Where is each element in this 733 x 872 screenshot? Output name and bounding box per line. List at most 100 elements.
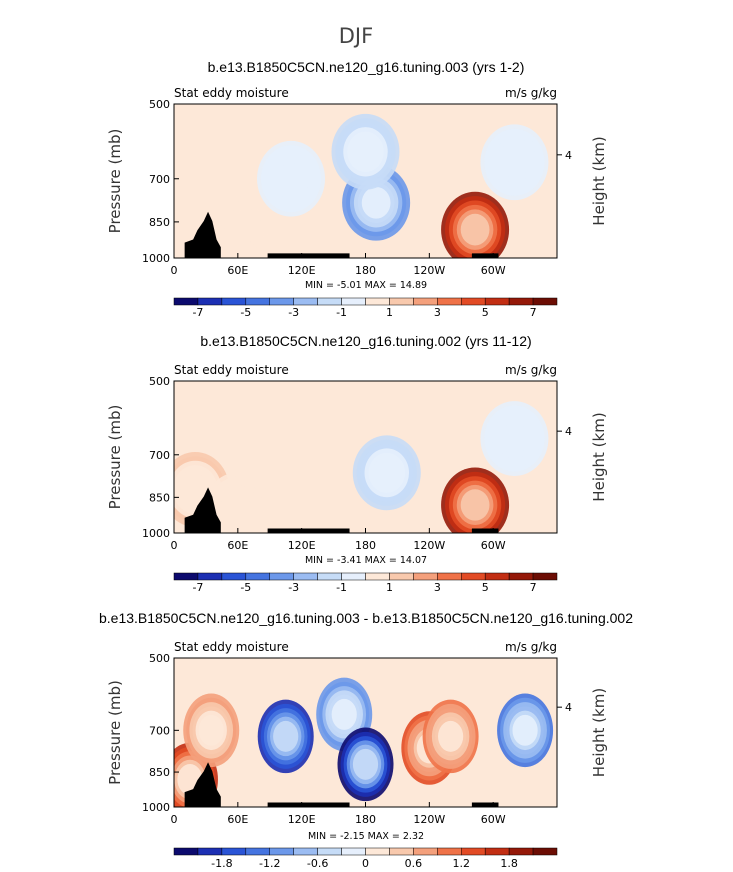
chart-title: b.e13.B1850C5CN.ne120_g16.tuning.003 - b… [99, 610, 633, 626]
x-tick-label: 0 [171, 813, 178, 826]
colorbar-box [341, 847, 366, 856]
colorbar-box [365, 847, 390, 856]
x-tick-label: 120W [413, 813, 445, 826]
colorbar-tick-label: 0.6 [405, 857, 423, 870]
y-axis-label-right: Height (km) [590, 136, 608, 225]
colorbar-tick-label: 1.2 [453, 857, 471, 870]
contour-7-5 [512, 714, 538, 746]
y-axis-label-right: Height (km) [590, 412, 608, 501]
colorbar-tick-label: 1 [386, 306, 393, 319]
colorbar-box [221, 297, 247, 306]
colorbar-tick-label: -1.8 [211, 857, 232, 870]
x-tick-label: 60E [227, 813, 248, 826]
colorbar-tick-label: 7 [530, 581, 537, 594]
colorbar-box [365, 297, 390, 306]
colorbar-box [269, 847, 294, 856]
min-max-label: MIN = -5.01 MAX = 14.89 [305, 280, 427, 291]
colorbar-box [532, 297, 558, 306]
left-label: Stat eddy moisture [174, 86, 289, 100]
colorbar-box [173, 297, 199, 306]
colorbar-box [245, 572, 270, 581]
min-max-label: MIN = -3.41 MAX = 14.07 [305, 555, 427, 566]
colorbar-box [197, 297, 223, 306]
colorbar-box [437, 572, 462, 581]
colorbar-tick-label: -7 [192, 581, 203, 594]
y-tick-label: 850 [149, 216, 170, 229]
y-tick-label: 700 [149, 449, 170, 462]
colorbar-tick-label: -1.2 [259, 857, 280, 870]
colorbar-tick-label: -3 [288, 306, 299, 319]
colorbar-box [508, 572, 534, 581]
chart-panel-3: b.e13.B1850C5CN.ne120_g16.tuning.003 - b… [99, 610, 633, 870]
topography-mask-2 [471, 528, 499, 533]
colorbar-tick-label: 3 [434, 306, 441, 319]
y-tick-label: 500 [149, 98, 170, 111]
colorbar-tick-label: -5 [240, 306, 251, 319]
colorbar-tick-label: -7 [192, 306, 203, 319]
x-tick-label: 60W [481, 539, 506, 552]
contour-6-5 [500, 146, 529, 179]
y-axis-label-right: Height (km) [590, 688, 608, 777]
y-tick-label: 1000 [142, 252, 170, 265]
colorbar-box [293, 847, 318, 856]
colorbar-tick-label: -5 [240, 581, 251, 594]
x-tick-label: 120W [413, 264, 445, 277]
x-tick-label: 180 [355, 264, 376, 277]
colorbar-tick-label: -3 [288, 581, 299, 594]
contour-2-5 [372, 457, 402, 489]
colorbar-box [245, 847, 270, 856]
colorbar-box [532, 847, 558, 856]
y-tick-label: 700 [149, 724, 170, 737]
colorbar-box [484, 847, 510, 856]
colorbar-box [389, 847, 414, 856]
x-tick-label: 0 [171, 264, 178, 277]
topography-mask-1 [267, 528, 350, 533]
colorbar-box [197, 847, 223, 856]
colorbar-box [221, 572, 247, 581]
topography-mask-0 [184, 487, 221, 533]
contour-3-5 [361, 186, 391, 219]
colorbar-box [245, 297, 270, 306]
colorbar-box [365, 572, 390, 581]
contour-4-5 [500, 422, 529, 455]
colorbar-box [508, 297, 534, 306]
colorbar-box [532, 572, 558, 581]
colorbar-box [413, 847, 438, 856]
colorbar-box [508, 847, 534, 856]
x-tick-label: 120E [288, 539, 316, 552]
topography-mask-1 [267, 253, 350, 258]
left-label: Stat eddy moisture [174, 640, 289, 654]
contour-1-5 [223, 494, 253, 526]
y-tick-label-right: 4 [565, 425, 572, 438]
y-tick-label: 850 [149, 491, 170, 504]
heatmap-field [174, 658, 557, 807]
right-label: m/s g/kg [505, 640, 557, 654]
x-tick-label: 120E [288, 264, 316, 277]
x-tick-label: 60W [481, 813, 506, 826]
right-label: m/s g/kg [505, 86, 557, 100]
heatmap-field [174, 381, 557, 533]
colorbar-box [437, 297, 462, 306]
y-axis-label: Pressure (mb) [106, 680, 124, 785]
colorbar-box [293, 297, 318, 306]
colorbar-box [413, 572, 438, 581]
x-tick-label: 180 [355, 539, 376, 552]
colorbar-box [317, 847, 342, 856]
colorbar-tick-label: 1 [386, 581, 393, 594]
contour-5-5 [460, 213, 490, 246]
colorbar-tick-label: 5 [482, 581, 489, 594]
right-label: m/s g/kg [505, 363, 557, 377]
x-tick-label: 60E [227, 264, 248, 277]
colorbar-box [461, 297, 486, 306]
y-tick-label: 500 [149, 652, 170, 665]
contour-4-5 [352, 748, 379, 780]
heatmap-field [174, 104, 557, 258]
colorbar-box [484, 572, 510, 581]
contour-1-5 [198, 714, 224, 746]
topography-mask-2 [471, 802, 499, 807]
colorbar-box [484, 297, 510, 306]
y-tick-label: 1000 [142, 527, 170, 540]
topography-mask-0 [184, 762, 221, 807]
chart-title: b.e13.B1850C5CN.ne120_g16.tuning.003 (yr… [208, 59, 525, 75]
